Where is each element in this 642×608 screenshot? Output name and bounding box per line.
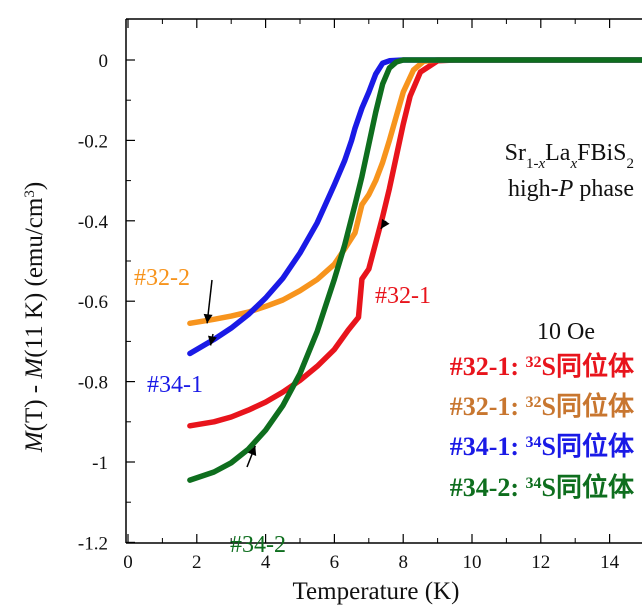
legend-id: #34-1: <box>450 432 526 461</box>
x-tick-label: 6 <box>330 552 340 573</box>
annotation-arrowhead <box>247 445 257 456</box>
phase-label: high-P phase <box>508 176 634 202</box>
y-label-part-close: ) <box>21 182 48 190</box>
legend-mass: 34 <box>526 475 542 492</box>
legend-entry: #32-1: 32S同位体 <box>450 391 635 421</box>
y-label-part-t: (T) - <box>21 379 48 432</box>
legend: #32-1: 32S同位体#32-1: 32S同位体#34-1: 34S同位体#… <box>450 351 635 502</box>
legend-id: #32-1: <box>450 352 526 381</box>
y-axis-label: M(T) - M(11 K) (emu/cm3) <box>21 182 48 453</box>
y-tick-label: -0.2 <box>78 131 108 152</box>
x-tick-label: 14 <box>600 552 620 573</box>
series-line-34-2 <box>187 57 642 483</box>
y-label-part-exp: 3 <box>22 190 38 198</box>
series-annotation: #32-2 <box>134 265 190 291</box>
formula-sub-1: 1- <box>526 156 539 172</box>
field-label: 10 Oe <box>537 319 595 345</box>
phase-high: high- <box>508 176 559 202</box>
x-tick-label: 10 <box>463 552 482 573</box>
x-tick-label: 12 <box>531 552 550 573</box>
annotation-arrowhead <box>208 335 217 346</box>
phase-p: P <box>558 176 574 202</box>
tick-labels: 0 2 4 6 8 10 12 14 0 -0.2 -0.4 -0.6 -0.8 -1 -1.2 <box>78 19 620 573</box>
formula-sub-2: 2 <box>627 156 635 172</box>
legend-suffix: S同位体 <box>542 351 635 381</box>
y-label-part-m2: M <box>21 357 48 380</box>
legend-id: #32-1: <box>450 392 526 421</box>
x-tick-label: 2 <box>192 552 202 573</box>
axes-frame <box>125 18 642 544</box>
x-tick-label: 8 <box>398 552 408 573</box>
y-tick-label: -0.8 <box>78 373 108 394</box>
formula-fbis: FBiS <box>577 140 626 166</box>
x-tick-label: 0 <box>123 552 133 573</box>
y-label-part-m1: M <box>21 430 48 453</box>
legend-suffix: S同位体 <box>542 431 635 461</box>
legend-id: #34-2: <box>450 473 526 502</box>
y-tick-label: -1 <box>92 453 108 474</box>
series-layer <box>187 57 642 483</box>
x-tick-label: 4 <box>261 552 271 573</box>
legend-suffix: S同位体 <box>542 391 635 421</box>
legend-entry: #34-1: 34S同位体 <box>450 431 635 461</box>
compound-formula: Sr1-xLaxFBiS2 <box>505 140 634 172</box>
x-axis-label: Temperature (K) <box>293 578 460 605</box>
formula-sr: Sr <box>505 140 526 166</box>
y-label-part-unit: (11 K) (emu/cm <box>21 197 48 358</box>
y-tick-label: -0.4 <box>78 212 109 233</box>
series-annotation: #34-1 <box>147 372 203 398</box>
formula-la: La <box>545 140 571 166</box>
y-tick-label: -1.2 <box>78 533 108 554</box>
y-tick-label: -0.6 <box>78 292 108 313</box>
legend-entry: #34-2: 34S同位体 <box>450 472 635 502</box>
formula-sub-x2: x <box>569 156 577 172</box>
annotation-arrowhead <box>380 218 390 229</box>
legend-mass: 32 <box>526 394 542 411</box>
phase-word: phase <box>573 176 634 202</box>
y-tick-label: 0 <box>99 51 109 72</box>
legend-mass: 32 <box>526 354 542 371</box>
legend-entry: #32-1: 32S同位体 <box>450 351 635 381</box>
legend-mass: 34 <box>526 434 542 451</box>
series-annotation: #34-2 <box>230 532 286 558</box>
legend-suffix: S同位体 <box>542 472 635 502</box>
annotations: #32-2 #34-1 #32-1 #34-2 <box>134 218 431 558</box>
annotation-arrowhead <box>203 313 213 324</box>
formula-sub-x: x <box>537 156 545 172</box>
series-annotation: #32-1 <box>375 283 431 309</box>
